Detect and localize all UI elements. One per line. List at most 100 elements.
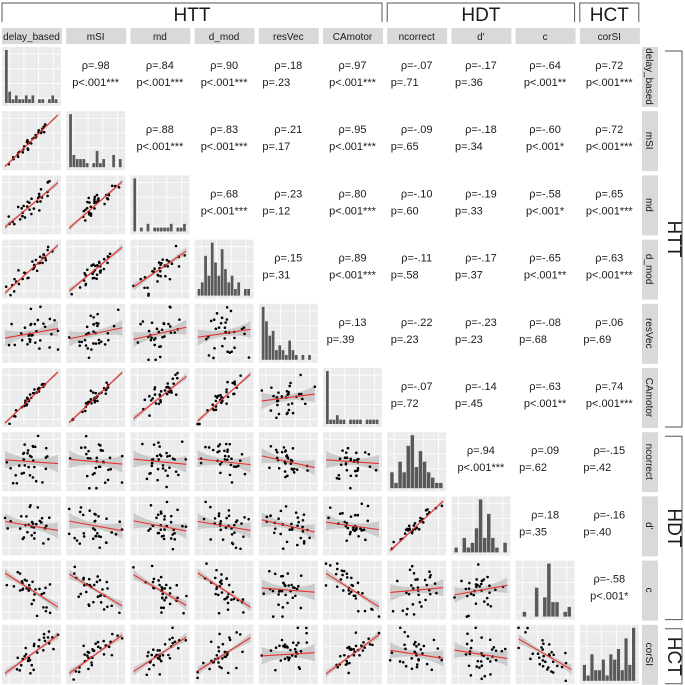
scatter-point bbox=[16, 205, 20, 209]
scatter-point bbox=[93, 264, 97, 268]
scatter-point bbox=[230, 481, 234, 484]
fit-line bbox=[4, 371, 59, 424]
row-strip-label: md bbox=[643, 198, 654, 212]
column-strip bbox=[387, 28, 448, 44]
scatter-point bbox=[35, 651, 39, 654]
scatter-point bbox=[284, 462, 287, 465]
histogram-bar bbox=[153, 227, 156, 232]
scatter-point bbox=[232, 465, 236, 468]
scatter-point bbox=[395, 579, 399, 583]
scatter-point bbox=[328, 506, 332, 509]
column-strip bbox=[66, 28, 127, 44]
scatter-point bbox=[147, 651, 150, 654]
correlation-rho: ρ=-.14 bbox=[465, 381, 497, 393]
scatter-point bbox=[110, 184, 114, 188]
scatter-point bbox=[226, 380, 229, 384]
scatter-point bbox=[230, 457, 233, 461]
scatter-point bbox=[163, 518, 166, 521]
scatter-panel bbox=[323, 560, 382, 620]
correlation-p: p=.33 bbox=[455, 205, 483, 217]
scatter-point bbox=[41, 261, 44, 265]
scatter-point bbox=[224, 321, 227, 324]
correlation-rho: ρ=-.18 bbox=[465, 124, 497, 136]
scatter-point bbox=[270, 386, 273, 389]
scatter-point bbox=[168, 638, 172, 641]
histogram-bar bbox=[470, 542, 475, 553]
correlation-panel: ρ=.23 p=.12 bbox=[262, 188, 302, 217]
scatter-point bbox=[94, 534, 98, 538]
correlation-rho: ρ=-.17 bbox=[465, 253, 497, 265]
scatter-point bbox=[154, 402, 158, 405]
scatter-point bbox=[158, 649, 161, 652]
row-strip-label: corSI bbox=[643, 643, 654, 666]
histogram-bar bbox=[291, 350, 295, 360]
scatter-panel bbox=[194, 560, 254, 620]
scatter-point bbox=[211, 403, 215, 406]
scatter-panel bbox=[66, 303, 126, 363]
scatter-point bbox=[214, 399, 218, 403]
scatter-point bbox=[234, 546, 238, 550]
scatter-point bbox=[479, 582, 483, 586]
scatter-point bbox=[162, 321, 166, 325]
correlation-rho: ρ=.88 bbox=[146, 124, 174, 136]
histogram-bar bbox=[555, 602, 559, 617]
correlation-p: p=.42 bbox=[583, 462, 611, 474]
scatter-point bbox=[291, 586, 295, 589]
correlation-panel: ρ=.80 p<.001*** bbox=[329, 188, 377, 217]
scatter-point bbox=[95, 277, 98, 281]
histogram-bar bbox=[179, 227, 183, 232]
scatter-point bbox=[361, 649, 365, 652]
scatter-point bbox=[237, 464, 240, 468]
scatter-point bbox=[349, 515, 353, 518]
scatter-point bbox=[233, 531, 236, 534]
scatter-point bbox=[16, 155, 20, 159]
scatter-point bbox=[168, 592, 172, 595]
correlation-panel: ρ=.18 p=.35 bbox=[519, 509, 559, 538]
row-strip-label: mSI bbox=[643, 132, 654, 150]
scatter-point bbox=[217, 593, 220, 597]
column-strip-label: delay_based bbox=[3, 32, 60, 43]
scatter-point bbox=[173, 532, 176, 535]
correlation-panel: ρ=-.15 p=.42 bbox=[583, 445, 625, 474]
scatter-point bbox=[345, 572, 349, 576]
scatter-point bbox=[154, 336, 157, 340]
histogram-bar bbox=[582, 664, 586, 681]
scatter-point bbox=[466, 632, 469, 636]
scatter-point bbox=[80, 446, 83, 450]
scatter-panel bbox=[258, 432, 318, 492]
histogram-bar bbox=[237, 282, 241, 296]
scatter-point bbox=[355, 458, 359, 462]
scatter-point bbox=[36, 318, 40, 322]
histogram-bar bbox=[590, 654, 594, 681]
correlation-p: p<.001** bbox=[524, 77, 567, 89]
histogram-bar bbox=[462, 537, 467, 553]
scatter-point bbox=[280, 450, 284, 454]
scatter-point bbox=[241, 598, 245, 601]
scatter-point bbox=[377, 631, 381, 635]
histogram-bar bbox=[243, 288, 247, 296]
scatter-point bbox=[269, 649, 273, 652]
scatter-panel bbox=[258, 560, 318, 620]
scatter-point bbox=[280, 638, 284, 642]
histogram-bar bbox=[406, 445, 410, 489]
scatter-point bbox=[88, 201, 91, 204]
scatter-point bbox=[433, 582, 437, 585]
scatter-point bbox=[355, 474, 358, 478]
histogram-bar bbox=[375, 419, 379, 424]
fit-line bbox=[4, 114, 59, 168]
scatter-point bbox=[91, 272, 94, 276]
scatter-point bbox=[148, 394, 151, 398]
scatter-point bbox=[345, 659, 349, 663]
scatter-point bbox=[220, 396, 223, 399]
scatter-point bbox=[240, 453, 244, 456]
scatter-point bbox=[166, 382, 170, 385]
correlation-p: p<.001* bbox=[526, 141, 565, 153]
scatter-point bbox=[435, 591, 438, 595]
scatter-point bbox=[108, 252, 112, 256]
histogram-bar bbox=[204, 255, 207, 296]
histogram-bar bbox=[48, 99, 51, 103]
scatter-point bbox=[174, 393, 178, 396]
scatter-point bbox=[352, 653, 356, 657]
scatter-point bbox=[88, 486, 91, 490]
scatter-point bbox=[215, 587, 218, 591]
